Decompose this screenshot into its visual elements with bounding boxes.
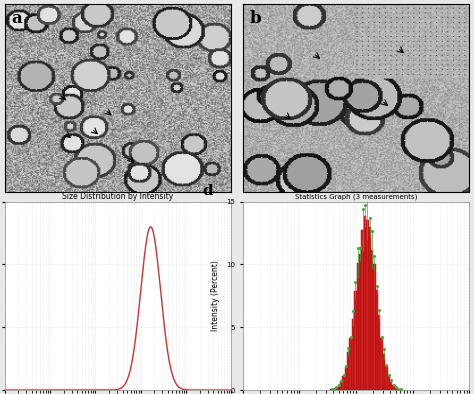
Point bbox=[385, 372, 392, 378]
Bar bbox=[371, 250, 373, 390]
Bar bbox=[342, 376, 345, 390]
Bar bbox=[347, 353, 349, 390]
Bar bbox=[390, 382, 392, 390]
Point bbox=[373, 283, 381, 289]
Point bbox=[349, 308, 357, 314]
Bar bbox=[395, 388, 397, 390]
Point bbox=[345, 345, 352, 351]
Bar bbox=[392, 385, 395, 390]
Point bbox=[340, 372, 347, 378]
Text: b: b bbox=[249, 9, 261, 26]
Bar bbox=[378, 315, 381, 390]
Point bbox=[364, 197, 371, 203]
Bar bbox=[361, 230, 364, 390]
Point bbox=[394, 386, 402, 392]
Text: a: a bbox=[11, 9, 22, 26]
Text: d: d bbox=[202, 184, 212, 198]
Bar bbox=[359, 254, 361, 390]
Title: Size Distribution by Intensity: Size Distribution by Intensity bbox=[63, 192, 173, 201]
Bar bbox=[352, 319, 354, 390]
Point bbox=[387, 377, 395, 384]
Point bbox=[352, 279, 359, 285]
Point bbox=[361, 202, 369, 208]
Bar bbox=[356, 263, 359, 390]
Bar bbox=[354, 290, 356, 390]
Bar bbox=[373, 264, 376, 390]
Point bbox=[328, 386, 336, 392]
Bar bbox=[337, 385, 340, 390]
Bar bbox=[366, 220, 368, 390]
Bar bbox=[397, 389, 400, 390]
Bar bbox=[364, 216, 366, 390]
Point bbox=[330, 386, 338, 392]
Bar bbox=[349, 338, 352, 390]
Title: Statistics Graph (3 measurements): Statistics Graph (3 measurements) bbox=[295, 194, 417, 201]
Point bbox=[354, 245, 362, 251]
Point bbox=[375, 307, 383, 313]
Y-axis label: Intensity (Percent): Intensity (Percent) bbox=[211, 260, 220, 331]
Bar bbox=[381, 338, 383, 390]
Bar bbox=[376, 290, 378, 390]
Bar bbox=[333, 389, 335, 390]
Bar bbox=[345, 367, 347, 390]
Point bbox=[337, 378, 345, 385]
Point bbox=[333, 384, 340, 390]
Bar bbox=[385, 366, 388, 390]
Point bbox=[347, 334, 355, 340]
Bar bbox=[388, 375, 390, 390]
Point bbox=[368, 228, 376, 234]
Bar bbox=[383, 354, 385, 390]
Point bbox=[359, 206, 366, 213]
Point bbox=[342, 363, 350, 370]
Point bbox=[392, 384, 400, 390]
Point bbox=[335, 382, 343, 388]
Point bbox=[366, 215, 374, 221]
Bar bbox=[335, 388, 337, 390]
Point bbox=[383, 362, 390, 368]
Point bbox=[371, 253, 378, 259]
Bar bbox=[368, 227, 371, 390]
Point bbox=[397, 387, 404, 393]
Bar bbox=[340, 382, 342, 390]
Point bbox=[390, 381, 397, 388]
Point bbox=[378, 333, 385, 340]
Point bbox=[356, 244, 364, 251]
Point bbox=[380, 346, 388, 352]
